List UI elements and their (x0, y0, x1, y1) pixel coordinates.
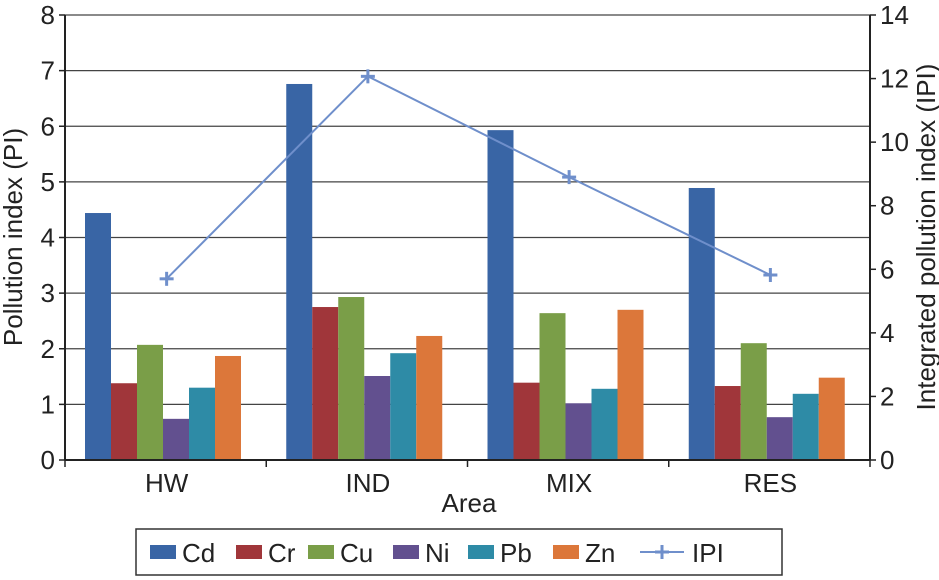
y-tick-labels: 0 1 2 3 4 5 6 7 8 (41, 0, 55, 475)
bar-pb-mix (591, 388, 618, 460)
bar-ni-mix (565, 403, 592, 460)
legend: Cd Cr Cu Ni Pb Zn IPI (135, 528, 783, 576)
bar-cr-mix (513, 382, 540, 460)
y2-tick-label: 2 (880, 381, 894, 411)
y2-tick-label: 14 (880, 0, 909, 30)
y2-tick-label: 12 (880, 64, 909, 94)
ipi-marker-hw (159, 271, 174, 286)
x-tick-labels: HW IND MIX RES (145, 468, 797, 498)
y-tick-label: 2 (41, 334, 55, 364)
ipi-marker-res (763, 268, 778, 283)
bar-cu-ind (338, 297, 365, 460)
legend-box (135, 528, 783, 576)
y2-tick-label: 10 (880, 127, 909, 157)
y2-tick-label: 6 (880, 254, 894, 284)
axes (59, 14, 876, 467)
y2-tick-label: 0 (880, 445, 894, 475)
legend-swatch (553, 545, 579, 559)
legend-swatch (468, 545, 494, 559)
bar-zn-res (818, 377, 845, 460)
legend-item-cu: Cu (308, 538, 373, 568)
y2-tick-labels: 0 2 4 6 8 10 12 14 (880, 0, 909, 475)
y-axis-title: Pollution index (PI) (0, 128, 28, 346)
y-tick-label: 8 (41, 0, 55, 30)
legend-label: IPI (692, 538, 724, 568)
x-tick-label: RES (744, 468, 797, 498)
bar-cr-hw (111, 383, 137, 460)
legend-swatch (150, 545, 176, 559)
ipi-marker-ind (360, 69, 375, 84)
bar-zn-hw (215, 355, 241, 460)
bar-cd-hw (85, 213, 111, 460)
legend-item-zn: Zn (553, 538, 615, 568)
y-tick-label: 3 (41, 278, 55, 308)
bar-cu-mix (539, 313, 566, 460)
ipi-line (165, 75, 771, 280)
bars (85, 83, 845, 461)
legend-label: Cu (340, 538, 373, 568)
legend-label: Pb (500, 538, 532, 568)
legend-label: Zn (585, 538, 615, 568)
bar-pb-ind (390, 353, 417, 460)
bar-zn-mix (617, 309, 644, 460)
y2-axis-title: Integrated pollution index (IPI) (911, 64, 939, 411)
bar-ni-ind (364, 376, 391, 460)
y-tick-label: 4 (41, 223, 55, 253)
legend-item-cr: Cr (236, 538, 296, 568)
legend-swatch (308, 545, 334, 559)
bar-pb-res (792, 393, 819, 460)
x-tick-label: HW (145, 468, 189, 498)
bar-cu-res (740, 343, 767, 460)
legend-item-ni: Ni (393, 538, 450, 568)
bar-ni-res (766, 417, 793, 460)
legend-label: Cr (268, 538, 296, 568)
y2-tick-label: 4 (880, 318, 894, 348)
ipi-marker-mix (562, 170, 577, 185)
ipi-line-series (159, 69, 778, 286)
bar-cr-res (714, 386, 741, 460)
y-tick-label: 6 (41, 111, 55, 141)
legend-swatch (236, 545, 262, 559)
legend-label: Cd (182, 538, 215, 568)
bar-cd-res (688, 187, 715, 460)
bar-cd-ind (286, 83, 313, 460)
y-tick-label: 1 (41, 389, 55, 419)
bar-pb-hw (189, 387, 215, 460)
y-tick-label: 0 (41, 445, 55, 475)
y-tick-label: 5 (41, 167, 55, 197)
bar-zn-ind (416, 335, 443, 460)
bar-cr-ind (312, 307, 339, 460)
x-tick-label: IND (345, 468, 390, 498)
legend-item-ipi: IPI (640, 538, 724, 568)
x-axis-title: Area (442, 488, 497, 518)
legend-label: Ni (425, 538, 450, 568)
bar-cu-hw (137, 344, 163, 460)
legend-swatch (393, 545, 419, 559)
y-tick-label: 7 (41, 56, 55, 86)
bar-cd-mix (487, 130, 514, 461)
bar-ni-hw (163, 418, 189, 460)
x-tick-label: MIX (546, 468, 592, 498)
legend-item-pb: Pb (468, 538, 532, 568)
y2-tick-label: 8 (880, 191, 894, 221)
legend-item-cd: Cd (150, 538, 215, 568)
